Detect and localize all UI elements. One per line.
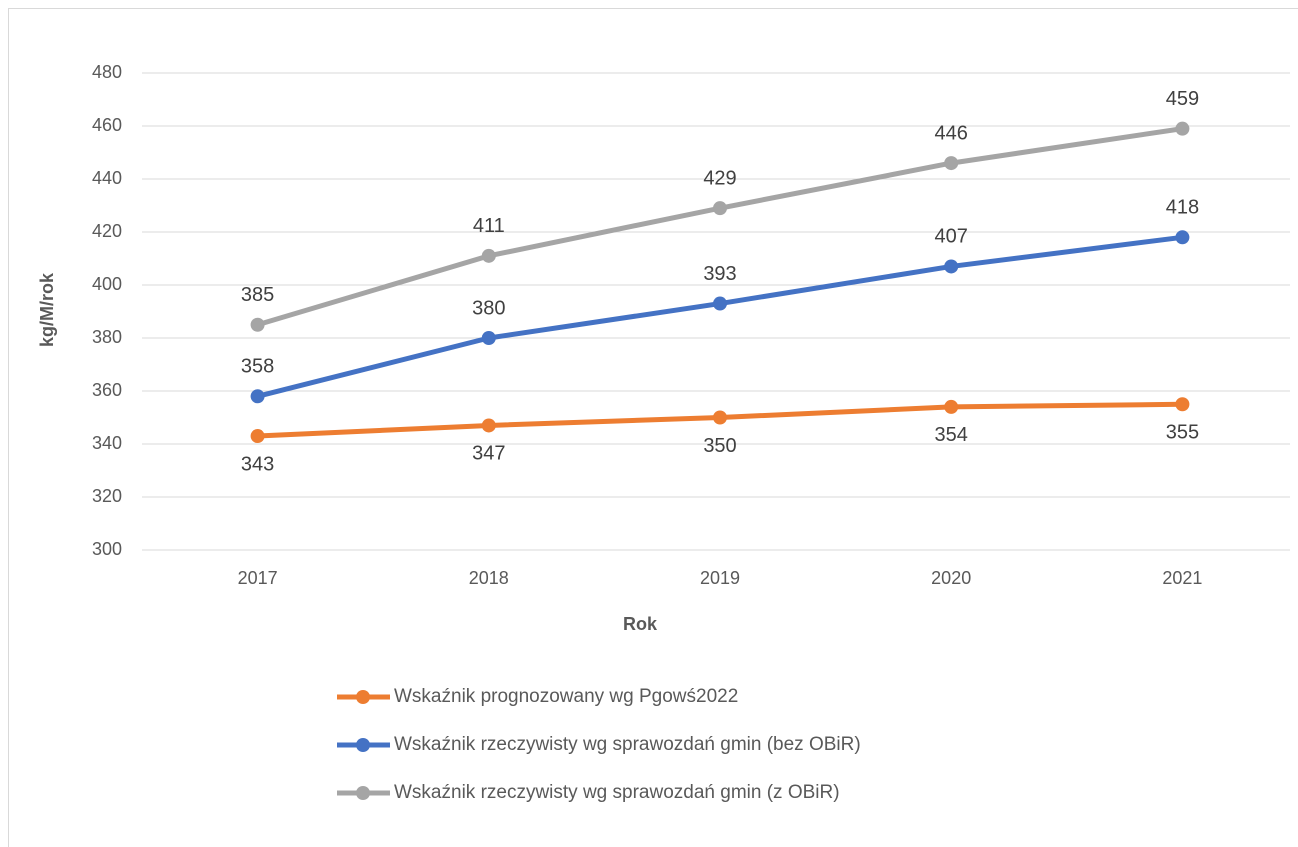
x-tick-label: 2020	[931, 568, 971, 588]
data-point	[250, 389, 265, 404]
data-point	[944, 156, 959, 171]
y-tick-label: 440	[92, 168, 122, 188]
data-label: 411	[473, 215, 505, 237]
data-label: 355	[1166, 422, 1199, 444]
y-tick-label: 300	[92, 539, 122, 559]
data-point	[250, 317, 265, 332]
series-line	[255, 126, 1185, 328]
y-tick-label: 340	[92, 433, 122, 453]
chart-border	[8, 8, 1298, 847]
data-point	[1175, 397, 1190, 412]
data-point	[713, 410, 727, 425]
data-label: 350	[703, 435, 736, 457]
x-tick-label: 2017	[238, 568, 278, 588]
series-line	[255, 234, 1185, 399]
data-label: 358	[241, 356, 274, 378]
legend-label: Wskaźnik rzeczywisty wg sprawozdań gmin …	[394, 734, 861, 755]
legend-label: Wskaźnik prognozowany wg Pgowś2022	[394, 686, 738, 707]
y-tick-label: 380	[92, 327, 122, 347]
data-label: 380	[472, 297, 505, 319]
data-label: 393	[703, 263, 736, 285]
data-point	[713, 296, 727, 311]
data-label: 459	[1166, 88, 1199, 110]
y-axis-title: kg/M/rok	[37, 272, 57, 347]
data-point	[250, 429, 265, 444]
data-point	[481, 331, 496, 345]
data-label: 354	[935, 424, 968, 446]
y-tick-label: 460	[92, 115, 122, 135]
y-tick-label: 480	[92, 62, 122, 82]
data-point	[944, 259, 959, 274]
data-label: 385	[241, 284, 274, 306]
legend-marker	[356, 786, 370, 800]
data-label: 429	[703, 167, 736, 189]
legend-label: Wskaźnik rzeczywisty wg sprawozdań gmin …	[394, 782, 840, 803]
x-tick-label: 2019	[700, 568, 740, 588]
legend-marker	[356, 690, 370, 704]
x-tick-label: 2021	[1162, 568, 1202, 588]
data-point	[1175, 230, 1190, 245]
data-point	[481, 248, 496, 263]
x-axis-title: Rok	[623, 614, 658, 634]
data-label: 418	[1166, 197, 1199, 219]
y-tick-label: 400	[92, 274, 122, 294]
x-tick-label: 2018	[469, 568, 509, 588]
y-tick-label: 420	[92, 221, 122, 241]
legend-marker	[356, 738, 370, 752]
y-tick-label: 320	[92, 486, 122, 506]
data-point	[713, 201, 727, 216]
data-label: 347	[472, 443, 505, 465]
data-label: 343	[241, 453, 274, 475]
data-point	[481, 418, 496, 433]
y-tick-label: 360	[92, 380, 122, 400]
data-point	[944, 399, 959, 414]
data-label: 407	[935, 226, 968, 248]
data-point	[1175, 121, 1190, 136]
data-label: 446	[935, 122, 968, 144]
